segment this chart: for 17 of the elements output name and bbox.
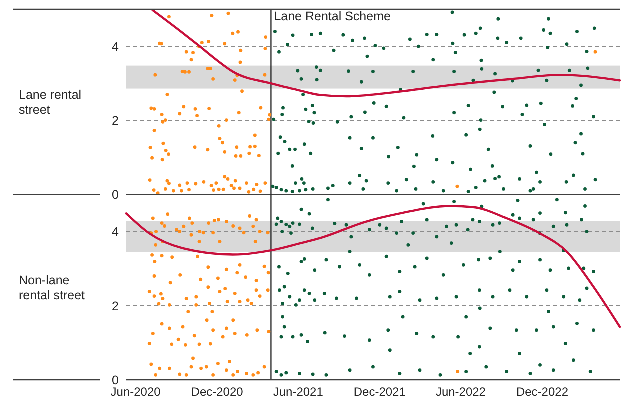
x-tick-label: Jun-2022 <box>436 385 486 399</box>
y-axis-title: Lane rental street <box>19 88 82 117</box>
line-series <box>125 205 622 328</box>
x-tick-label: Dec-2021 <box>354 385 406 399</box>
x-tick-label: Jun-2020 <box>110 385 162 399</box>
y-tick-label: 0 <box>112 188 120 202</box>
ref-line-label: Lane Rental Scheme <box>274 10 392 24</box>
y-tick-label: 2 <box>112 299 120 314</box>
x-tick-label: Dec-2020 <box>191 385 244 399</box>
y-axis-title: Non-lane rental street <box>19 273 86 302</box>
y-tick-label: 4 <box>112 40 120 54</box>
y-tick-label: 2 <box>112 114 120 128</box>
y-tick-label: 0 <box>112 373 120 388</box>
x-tick-label: Jun-2021 <box>273 385 324 399</box>
y-tick-label: 4 <box>112 225 120 240</box>
x-tick-label: Dec-2022 <box>516 385 569 399</box>
line-series <box>152 9 622 98</box>
